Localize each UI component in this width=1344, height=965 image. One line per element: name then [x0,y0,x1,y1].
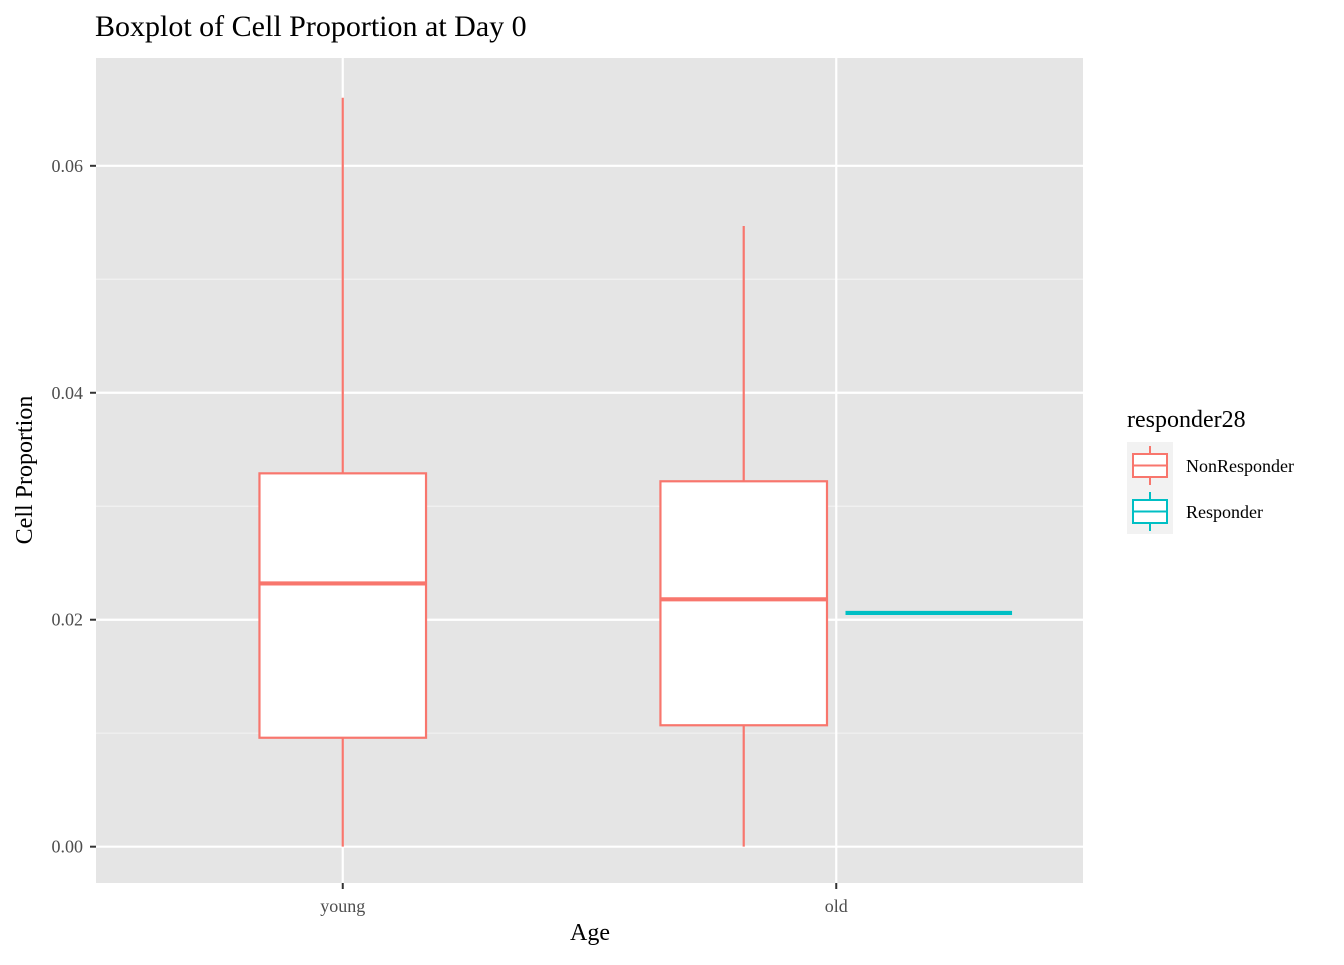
chart-title: Boxplot of Cell Proportion at Day 0 [95,10,527,43]
x-axis-title: Age [570,920,610,946]
legend: responder28 NonResponder Responder [1127,407,1294,534]
legend-title: responder28 [1127,407,1246,433]
box-iqr [659,480,829,727]
legend-label: NonResponder [1186,456,1294,476]
plot-panel [96,58,1083,883]
y-axis: 0.00 0.02 0.04 0.06 [52,156,96,857]
y-tick-label: 0.06 [52,156,84,176]
y-tick-label: 0.02 [52,610,84,630]
x-tick-label: young [320,896,365,916]
y-axis-title: Cell Proportion [12,396,38,545]
x-axis: young old [320,883,848,916]
legend-label: Responder [1186,502,1263,522]
box-iqr [258,472,428,739]
box-NonResponder-young [258,97,428,847]
x-tick-label: old [825,896,848,916]
y-tick-label: 0.00 [52,837,84,857]
box-NonResponder-old [659,225,829,847]
y-tick-label: 0.04 [52,383,84,403]
boxes [258,97,1013,847]
